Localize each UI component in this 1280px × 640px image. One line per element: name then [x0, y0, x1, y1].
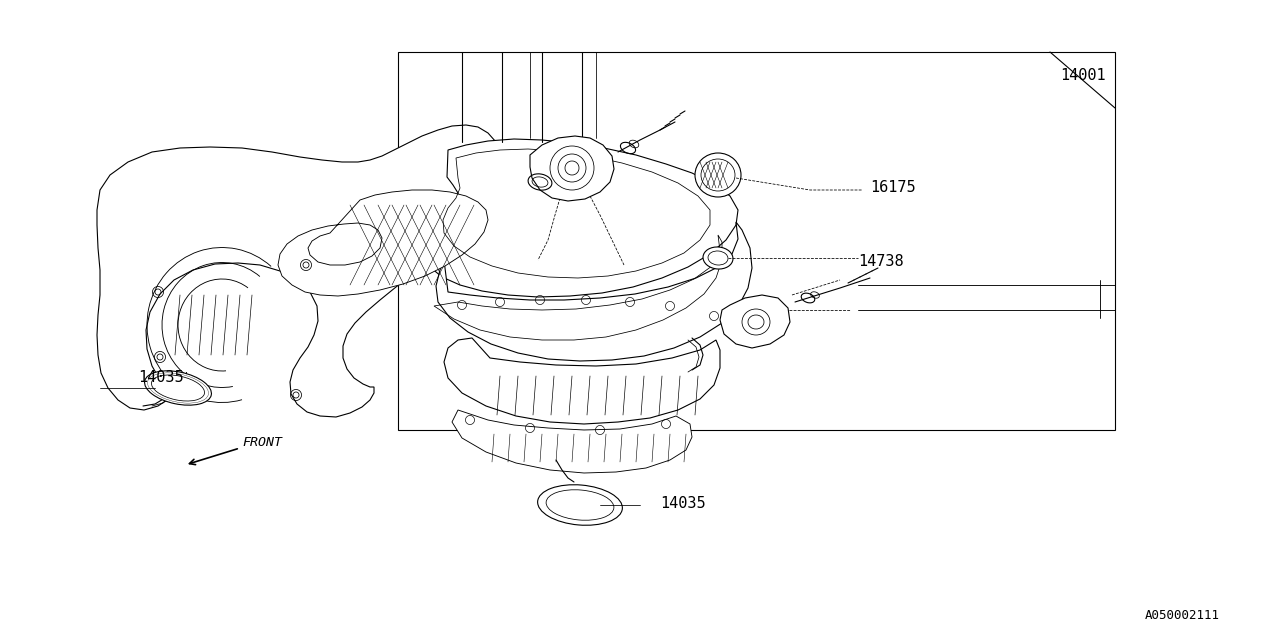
- Polygon shape: [436, 222, 753, 361]
- Polygon shape: [530, 136, 614, 201]
- Text: 14035: 14035: [660, 497, 705, 511]
- Text: A050002111: A050002111: [1146, 609, 1220, 622]
- Ellipse shape: [708, 251, 728, 265]
- Text: 16175: 16175: [870, 180, 915, 195]
- Polygon shape: [444, 338, 719, 424]
- Polygon shape: [424, 139, 739, 297]
- Text: 14001: 14001: [1060, 67, 1106, 83]
- Polygon shape: [278, 190, 488, 296]
- Ellipse shape: [145, 371, 211, 405]
- Text: 14035: 14035: [138, 371, 183, 385]
- Ellipse shape: [538, 484, 622, 525]
- Polygon shape: [97, 125, 500, 417]
- Text: 14738: 14738: [858, 255, 904, 269]
- Polygon shape: [719, 295, 790, 348]
- Ellipse shape: [695, 153, 741, 197]
- Polygon shape: [452, 410, 692, 473]
- Ellipse shape: [703, 247, 733, 269]
- Ellipse shape: [701, 159, 735, 191]
- Text: FRONT: FRONT: [242, 435, 282, 449]
